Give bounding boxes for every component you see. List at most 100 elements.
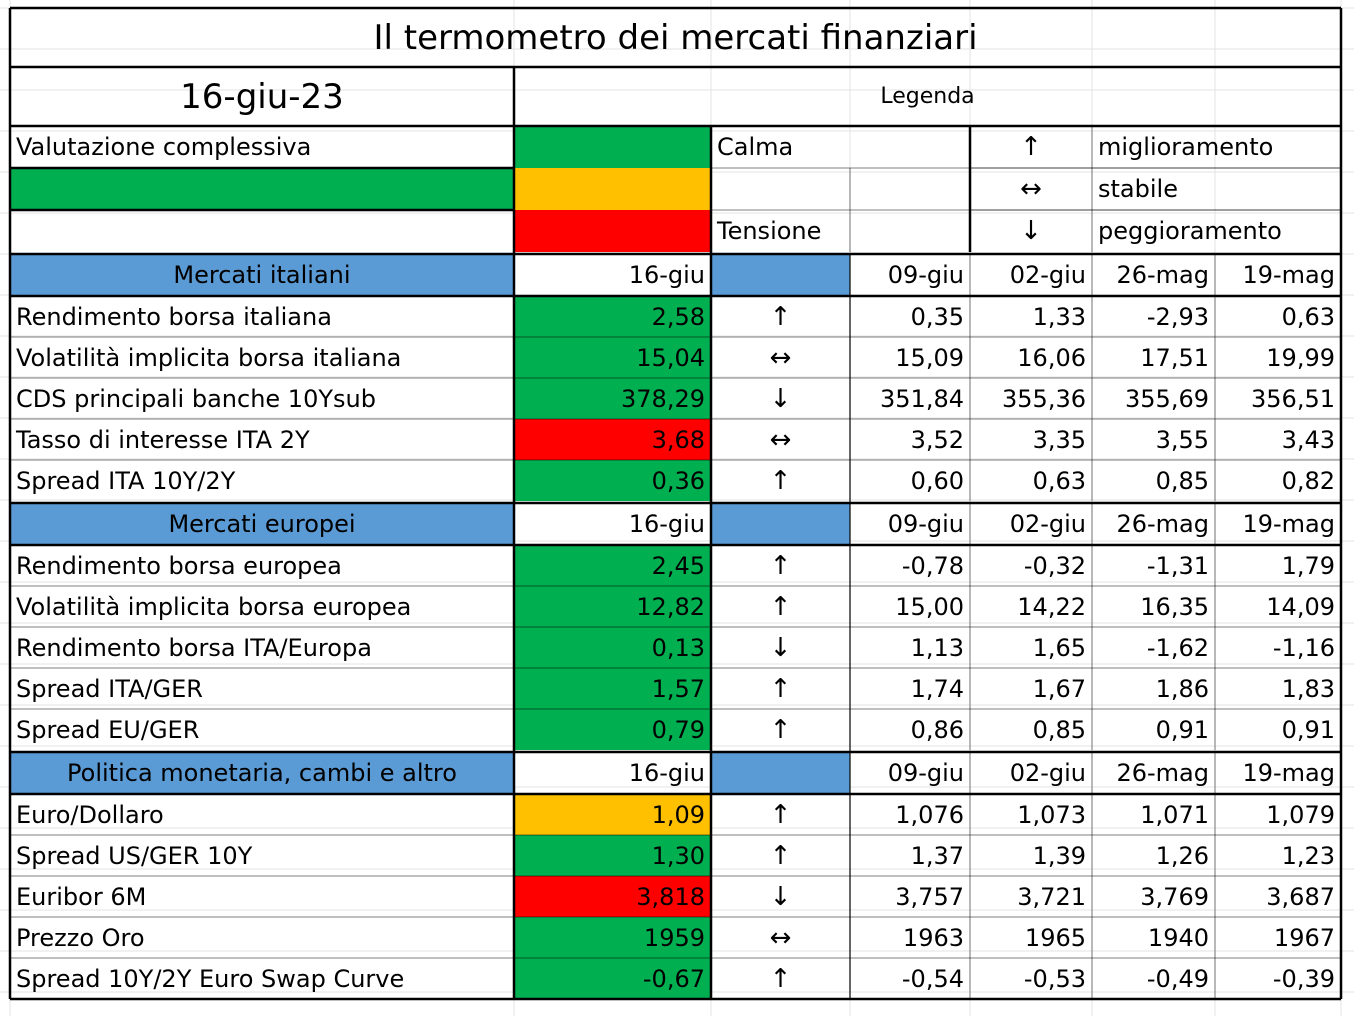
current-date-header: 16-giu <box>628 510 705 538</box>
trend-arrow-icon: ↑ <box>769 550 792 581</box>
history-value: 1,65 <box>1032 633 1086 662</box>
history-value: 1,33 <box>1032 302 1086 331</box>
history-value: 0,63 <box>1281 302 1335 331</box>
legend-title: Legenda <box>880 84 975 109</box>
history-value: -0,78 <box>901 551 964 580</box>
trend-arrow-icon: ↑ <box>769 963 792 994</box>
history-value: 355,36 <box>1002 384 1086 413</box>
trend-arrow-icon: ↓ <box>769 383 792 414</box>
current-value: 0,79 <box>514 709 711 750</box>
history-value: 1,26 <box>1155 841 1209 870</box>
history-value: 351,84 <box>880 384 964 413</box>
overall-assessment-label: Valutazione complessiva <box>16 133 312 161</box>
current-value: 2,58 <box>514 296 711 337</box>
history-date-header: 09-giu <box>887 510 964 538</box>
indicator-label: Spread ITA 10Y/2Y <box>16 466 236 495</box>
history-value: 1,39 <box>1032 841 1086 870</box>
indicator-label: Prezzo Oro <box>16 923 145 952</box>
legend-stable-arrow-icon: ↔ <box>1020 174 1042 204</box>
history-value: 14,22 <box>1017 592 1086 621</box>
history-value: 0,91 <box>1281 715 1335 744</box>
legend-stable-label: stabile <box>1098 175 1178 203</box>
history-value: 14,09 <box>1266 592 1335 621</box>
history-value: 0,85 <box>1155 466 1209 495</box>
indicator-label: Rendimento borsa italiana <box>16 302 332 331</box>
history-value: 1,79 <box>1281 551 1335 580</box>
history-value: 0,86 <box>910 715 964 744</box>
report-date: 16-giu-23 <box>180 76 344 117</box>
trend-arrow-icon: ↑ <box>769 673 792 704</box>
legend-medium-swatch <box>514 168 711 210</box>
history-value: 0,85 <box>1032 715 1086 744</box>
trend-arrow-icon: ↑ <box>769 799 792 830</box>
history-value: 1,37 <box>910 841 964 870</box>
history-date-header: 02-giu <box>1009 510 1086 538</box>
current-value: 3,818 <box>514 876 711 917</box>
history-date-header: 26-mag <box>1116 510 1209 538</box>
history-value: -2,93 <box>1146 302 1209 331</box>
legend-worse-arrow-icon: ↓ <box>1020 216 1042 246</box>
history-value: -0,54 <box>901 964 964 993</box>
current-value: 0,36 <box>514 460 711 501</box>
indicator-label: CDS principali banche 10Ysub <box>16 384 376 413</box>
trend-arrow-icon: ↑ <box>769 465 792 496</box>
indicator-label: Euro/Dollaro <box>16 800 164 829</box>
history-value: 1,13 <box>910 633 964 662</box>
history-value: 1940 <box>1147 923 1209 952</box>
legend-improve-arrow-icon: ↑ <box>1020 132 1042 162</box>
history-date-header: 02-giu <box>1009 759 1086 787</box>
trend-arrow-icon: ↑ <box>769 840 792 871</box>
indicator-label: Volatilità implicita borsa europea <box>16 592 412 621</box>
legend-calm-swatch <box>514 126 711 168</box>
history-value: 19,99 <box>1266 343 1335 372</box>
trend-arrow-icon: ↔ <box>769 922 792 953</box>
history-value: 356,51 <box>1251 384 1335 413</box>
history-value: 1967 <box>1273 923 1335 952</box>
history-value: -1,62 <box>1146 633 1209 662</box>
indicator-label: Spread EU/GER <box>16 715 200 744</box>
history-value: -1,31 <box>1146 551 1209 580</box>
history-value: 3,55 <box>1155 425 1209 454</box>
trend-arrow-icon: ↑ <box>769 591 792 622</box>
legend-worse-label: peggioramento <box>1098 217 1282 245</box>
current-value: 3,68 <box>514 419 711 460</box>
indicator-label: Rendimento borsa ITA/Europa <box>16 633 372 662</box>
section-title: Mercati italiani <box>10 254 514 296</box>
current-date-header: 16-giu <box>628 261 705 289</box>
trend-header <box>711 254 850 296</box>
indicator-label: Euribor 6M <box>16 882 147 911</box>
legend-tension-swatch <box>514 210 711 252</box>
history-value: 1,83 <box>1281 674 1335 703</box>
history-value: 3,52 <box>910 425 964 454</box>
history-value: 1,073 <box>1017 800 1086 829</box>
legend-calm-label: Calma <box>717 133 794 161</box>
section-title: Mercati europei <box>10 503 514 545</box>
current-value: 1,57 <box>514 668 711 709</box>
history-date-header: 02-giu <box>1009 261 1086 289</box>
trend-arrow-icon: ↑ <box>769 714 792 745</box>
history-value: -0,49 <box>1146 964 1209 993</box>
history-value: 1963 <box>902 923 964 952</box>
history-value: 15,00 <box>895 592 964 621</box>
history-date-header: 19-mag <box>1242 759 1335 787</box>
history-value: 3,35 <box>1032 425 1086 454</box>
trend-arrow-icon: ↔ <box>769 424 792 455</box>
indicator-label: Rendimento borsa europea <box>16 551 342 580</box>
history-value: 3,43 <box>1281 425 1335 454</box>
history-value: 1,86 <box>1155 674 1209 703</box>
history-date-header: 26-mag <box>1116 261 1209 289</box>
history-value: 1,23 <box>1281 841 1335 870</box>
history-value: 3,769 <box>1140 882 1209 911</box>
history-value: 1,74 <box>910 674 964 703</box>
current-value: 0,13 <box>514 627 711 668</box>
section-title: Politica monetaria, cambi e altro <box>10 752 514 794</box>
history-value: 15,09 <box>895 343 964 372</box>
current-date-header: 16-giu <box>628 759 705 787</box>
history-date-header: 19-mag <box>1242 261 1335 289</box>
current-value: 1,09 <box>514 794 711 835</box>
current-value: 15,04 <box>514 337 711 378</box>
trend-arrow-icon: ↓ <box>769 632 792 663</box>
trend-arrow-icon: ↔ <box>769 342 792 373</box>
history-value: 3,721 <box>1017 882 1086 911</box>
current-value: 2,45 <box>514 545 711 586</box>
